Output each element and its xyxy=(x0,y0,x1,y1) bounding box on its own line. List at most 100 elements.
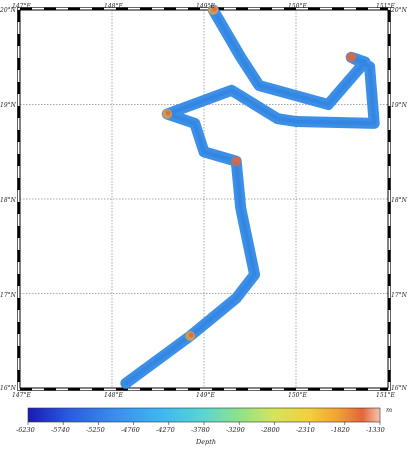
colorbar-label-3: -4760 xyxy=(121,426,140,434)
lat-label-right-18: 18°N xyxy=(391,197,408,204)
colorbar-label-9: -1820 xyxy=(331,426,350,434)
frame-check xyxy=(388,250,391,262)
frame-check xyxy=(388,106,391,118)
colorbar-ticks xyxy=(27,422,381,425)
frame-check xyxy=(140,388,152,391)
lat-label-left-19: 19°N xyxy=(0,102,17,109)
shallow-feature-core xyxy=(165,110,171,116)
frame-check xyxy=(236,7,248,10)
shallow-feature-core xyxy=(188,332,194,338)
lon-label-bottom-148: 148°E xyxy=(104,392,123,399)
frame-check xyxy=(388,34,391,46)
frame-check xyxy=(388,226,391,238)
frame-check xyxy=(17,226,20,238)
frame-check xyxy=(17,34,20,46)
frame-check xyxy=(284,7,296,10)
colorbar-label-4: -4270 xyxy=(156,426,175,434)
shallow-feature-core xyxy=(211,6,217,12)
frame-check xyxy=(20,7,32,10)
lat-label-right-16: 16°N xyxy=(391,385,408,392)
lat-label-left-17: 17°N xyxy=(0,292,17,299)
frame-check xyxy=(260,388,272,391)
frame-check xyxy=(388,322,391,334)
frame-check xyxy=(388,370,391,382)
frame-check xyxy=(116,388,128,391)
frame-check xyxy=(17,10,20,22)
frame-check xyxy=(388,130,391,142)
colorbar-title: Depth xyxy=(195,438,216,446)
frame-check xyxy=(17,202,20,214)
frame-check xyxy=(380,388,388,391)
colorbar-label-2: -5250 xyxy=(86,426,105,434)
frame-check xyxy=(164,388,176,391)
colorbar-label-7: -2800 xyxy=(261,426,280,434)
frame-check xyxy=(356,388,368,391)
frame-check xyxy=(17,82,20,94)
frame-check xyxy=(17,298,20,310)
frame-check xyxy=(388,298,391,310)
frame-check xyxy=(17,178,20,190)
colorbar-unit: m xyxy=(386,406,392,414)
colorbar-label-5: -3780 xyxy=(191,426,210,434)
frame-outline xyxy=(17,7,391,391)
frame-check xyxy=(236,388,248,391)
track-centerline xyxy=(123,8,377,386)
lon-label-bottom-151: 151°E xyxy=(376,392,395,399)
shallow-feature-core xyxy=(349,53,355,59)
lon-label-bottom-150: 150°E xyxy=(288,392,307,399)
frame-check xyxy=(17,370,20,382)
frame-check xyxy=(164,7,176,10)
frame-check xyxy=(17,274,20,286)
frame-check xyxy=(17,346,20,358)
colorbar-label-1: -5740 xyxy=(51,426,70,434)
frame-check xyxy=(388,346,391,358)
frame-check xyxy=(388,202,391,214)
frame-check xyxy=(388,10,391,22)
shallow-feature-core xyxy=(234,157,240,163)
colorbar-label-10: -1330 xyxy=(366,426,385,434)
colorbar xyxy=(27,407,381,423)
lon-label-top-148: 148°E xyxy=(104,3,123,10)
frame-check xyxy=(44,388,56,391)
lon-label-top-149: 149°E xyxy=(196,3,215,10)
frame-check xyxy=(388,154,391,166)
lat-label-right-17: 17°N xyxy=(391,292,408,299)
frame-check xyxy=(92,388,104,391)
survey-track xyxy=(120,4,380,389)
lon-label-top-150: 150°E xyxy=(288,3,307,10)
frame-check xyxy=(388,274,391,286)
lat-label-right-19: 19°N xyxy=(391,102,408,109)
lon-label-bottom-147: 147°E xyxy=(12,392,31,399)
colorbar-label-0: -6230 xyxy=(16,426,35,434)
frame-check xyxy=(20,388,32,391)
frame-check xyxy=(188,388,200,391)
frame-check xyxy=(356,7,368,10)
frame-check xyxy=(260,7,272,10)
lon-label-top-151: 151°E xyxy=(376,3,395,10)
frame-check xyxy=(188,7,200,10)
frame-check xyxy=(388,82,391,94)
lat-label-right-20: 20°N xyxy=(390,7,408,14)
colorbar-label-8: -2310 xyxy=(296,426,315,434)
track-swath xyxy=(120,4,380,389)
frame-check xyxy=(308,388,320,391)
frame-check xyxy=(388,178,391,190)
frame-check xyxy=(17,322,20,334)
frame-check xyxy=(17,154,20,166)
frame-check xyxy=(332,7,344,10)
lat-label-left-20: 20°N xyxy=(0,7,17,14)
frame-check xyxy=(17,130,20,142)
frame-check xyxy=(44,7,56,10)
frame-check xyxy=(17,250,20,262)
frame-checker-border xyxy=(17,7,391,391)
frame-check xyxy=(308,7,320,10)
frame-check xyxy=(17,106,20,118)
frame-check xyxy=(380,7,388,10)
lat-label-left-16: 16°N xyxy=(0,385,17,392)
frame-check xyxy=(116,7,128,10)
lat-label-left-18: 18°N xyxy=(0,197,17,204)
colorbar-label-6: -3290 xyxy=(226,426,245,434)
frame-check xyxy=(388,58,391,70)
lon-label-bottom-149: 149°E xyxy=(196,392,215,399)
